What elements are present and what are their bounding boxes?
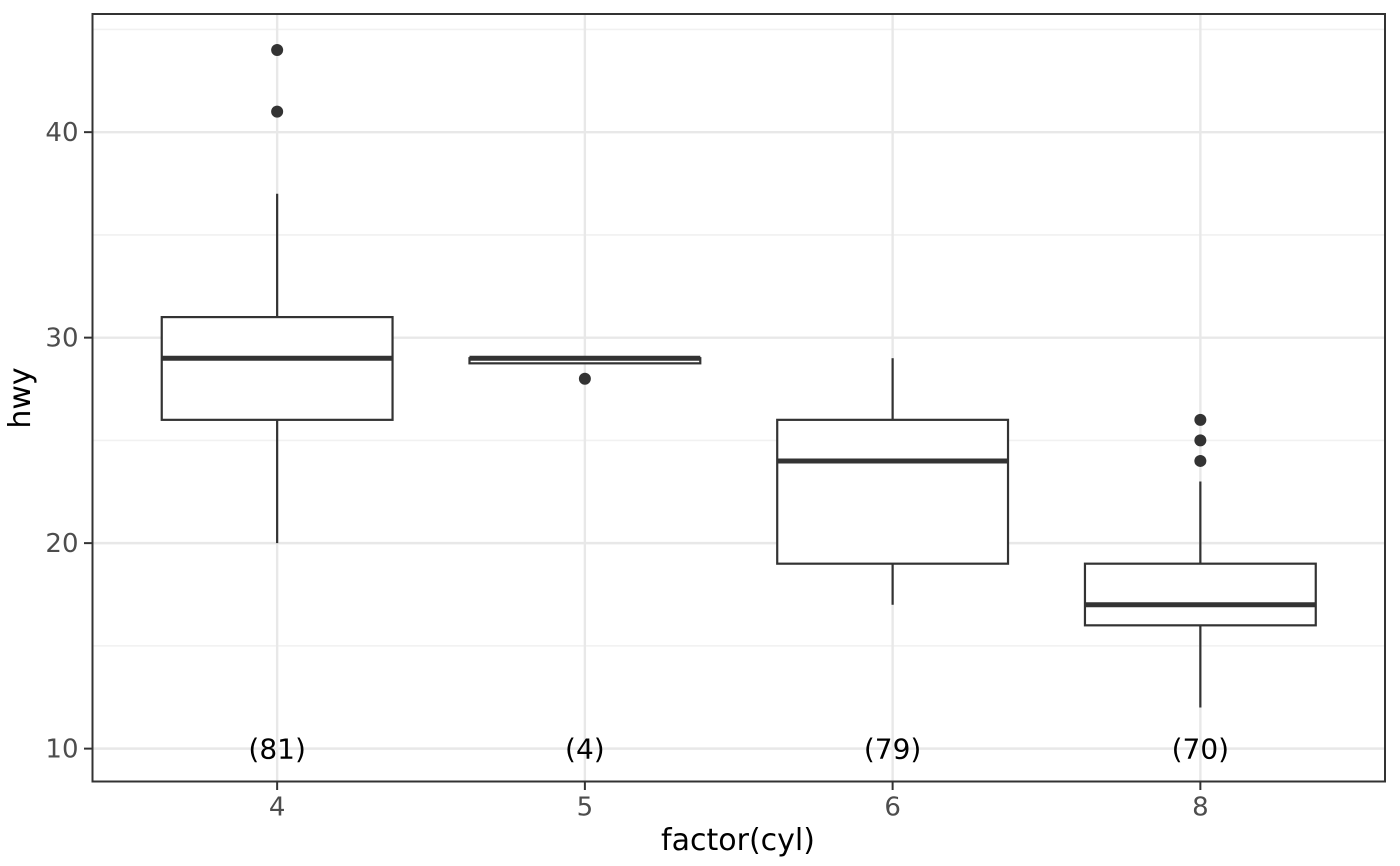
boxplot-cyl-5: (4) — [468, 355, 702, 766]
outlier-point — [271, 43, 284, 56]
boxplots: (81) (4) (79) (70) — [160, 43, 1317, 766]
iqr-box — [160, 315, 394, 421]
x-tick-label: 8 — [1192, 793, 1209, 823]
axes: 10 20 30 40 4 5 6 8 — [45, 118, 1208, 822]
y-tick-label: 40 — [45, 118, 78, 148]
outlier-point — [1194, 434, 1207, 447]
x-tick-label: 6 — [884, 793, 901, 823]
iqr-box — [776, 418, 1010, 565]
x-tick-label: 4 — [269, 793, 286, 823]
panel-border-rect — [91, 13, 1386, 783]
count-label: (79) — [864, 733, 921, 766]
outlier-point — [1194, 454, 1207, 467]
y-tick-label: 10 — [45, 735, 78, 765]
boxplot-cyl-8: (70) — [1083, 413, 1317, 766]
count-label: (4) — [565, 733, 605, 766]
panel-border — [91, 13, 1386, 783]
y-axis-title: hwy — [3, 367, 38, 428]
iqr-box — [1083, 562, 1317, 627]
count-label: (81) — [248, 733, 305, 766]
boxplot-cyl-6: (79) — [776, 358, 1010, 766]
outlier-point — [578, 372, 591, 385]
y-tick-label: 30 — [45, 324, 78, 354]
outlier-point — [1194, 413, 1207, 426]
boxplot-cyl-4: (81) — [160, 43, 394, 766]
count-label: (70) — [1172, 733, 1229, 766]
x-axis-title: factor(cyl) — [661, 823, 815, 858]
x-tick-label: 5 — [577, 793, 594, 823]
y-tick-label: 20 — [45, 529, 78, 559]
outlier-point — [271, 105, 284, 118]
